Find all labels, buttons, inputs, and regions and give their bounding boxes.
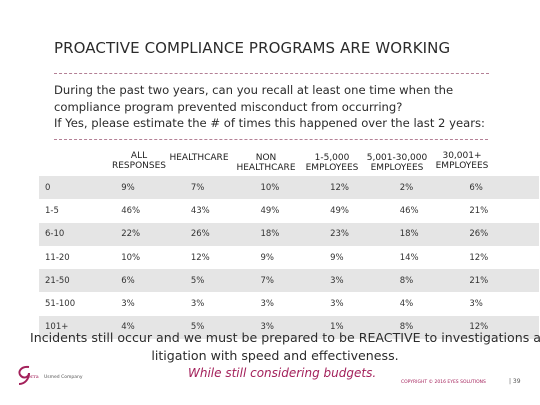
row-label: 6-10 <box>39 222 122 246</box>
col-header-emp3-line2: EMPLOYEES <box>435 161 489 171</box>
table-cell: 9% <box>260 245 331 270</box>
table-row: 11-20 10% 12% 9% 9% 14% 12% <box>39 245 539 270</box>
budget-note: While still considering budgets. <box>188 366 377 380</box>
col-header-all-line2: RESPONSES <box>111 161 166 171</box>
col-header-emp1-line2: EMPLOYEES <box>305 163 359 173</box>
table-cell: 49% <box>330 199 400 223</box>
table-cell: 21% <box>469 199 539 223</box>
col-header-emp2-line1: 5,001-30,000 <box>366 153 428 163</box>
table-cell: 8% <box>399 315 470 340</box>
row-label: 21-50 <box>39 269 122 293</box>
table-cell: 12% <box>330 176 400 200</box>
col-header-1-5000: 1-5,000 EMPLOYEES <box>300 153 364 173</box>
slide-title: PROACTIVE COMPLIANCE PROGRAMS ARE WORKIN… <box>54 39 451 57</box>
col-header-non-line2: HEALTHCARE <box>236 163 296 173</box>
table-cell: 18% <box>399 222 470 246</box>
table-cell: 3% <box>260 292 331 316</box>
col-header-emp3-line1: 30,001+ <box>442 151 482 161</box>
col-header-healthcare: HEALTHCARE <box>166 153 232 163</box>
table-cell: 46% <box>121 199 191 223</box>
table-row: 51-100 3% 3% 3% 3% 4% 3% <box>39 292 539 316</box>
table-cell: 2% <box>399 176 470 200</box>
table-row: 0 9% 7% 10% 12% 2% 6% <box>39 176 539 200</box>
table-cell: 4% <box>121 315 191 340</box>
col-header-all-line1: ALL <box>130 151 148 161</box>
table-row: 1-5 46% 43% 49% 49% 46% 21% <box>39 199 539 223</box>
table-cell: 46% <box>399 199 470 223</box>
table-cell: 12% <box>469 315 539 340</box>
table-row: 21-50 6% 5% 7% 3% 8% 21% <box>39 269 539 293</box>
conclusion-text: Incidents still occur and we must be pre… <box>30 329 540 365</box>
table-cell: 10% <box>260 176 331 200</box>
col-header-non-line1: NON <box>255 153 277 163</box>
row-label: 51-100 <box>39 292 122 316</box>
company-logo-icon: erra <box>18 365 39 385</box>
table-cell: 12% <box>469 245 539 270</box>
table-cell: 3% <box>469 292 539 316</box>
copyright-notice: COPYRIGHT © 2016 EYES SOLUTIONS <box>401 380 486 385</box>
table-cell: 3% <box>330 269 400 293</box>
table-row: 101+ 4% 5% 3% 1% 8% 12% <box>39 315 539 340</box>
col-header-non-healthcare: NON HEALTHCARE <box>234 153 298 173</box>
row-label: 11-20 <box>39 245 122 270</box>
col-header-5001-30000: 5,001-30,000 EMPLOYEES <box>364 153 430 173</box>
table-cell: 9% <box>121 176 191 200</box>
row-label: 1-5 <box>39 199 122 223</box>
col-header-healthcare-line1: HEALTHCARE <box>169 153 229 163</box>
svg-text:erra: erra <box>28 374 39 380</box>
table-cell: 8% <box>399 269 470 293</box>
table-cell: 7% <box>260 269 331 293</box>
table-cell: 14% <box>399 245 470 270</box>
table-cell: 26% <box>469 222 539 246</box>
table-cell: 49% <box>260 199 331 223</box>
table-cell: 22% <box>121 222 191 246</box>
table-cell: 7% <box>190 176 261 200</box>
question-divider <box>54 139 488 140</box>
table-cell: 43% <box>190 199 261 223</box>
col-header-all: ALL RESPONSES <box>111 151 167 171</box>
table-cell: 5% <box>190 315 261 340</box>
table-cell: 3% <box>260 315 331 340</box>
conclusion-line-1: Incidents still occur and we must be pre… <box>30 330 540 345</box>
logo-tagline: Usmed Company <box>44 375 83 380</box>
table-row: 6-10 22% 26% 18% 23% 18% 26% <box>39 222 539 246</box>
col-header-30001-plus: 30,001+ EMPLOYEES <box>430 151 494 171</box>
col-header-emp2-line2: EMPLOYEES <box>370 163 424 173</box>
conclusion-line-2: litigation with speed and effectiveness. <box>151 348 399 363</box>
table-cell: 1% <box>330 315 400 340</box>
table-cell: 6% <box>469 176 539 200</box>
question-line-1: During the past two years, can you recal… <box>54 83 454 97</box>
table-cell: 5% <box>190 269 261 293</box>
row-label: 101+ <box>39 315 122 340</box>
table-cell: 21% <box>469 269 539 293</box>
col-header-emp1-line1: 1-5,000 <box>314 153 350 163</box>
question-line-3: If Yes, please estimate the # of times t… <box>54 116 485 130</box>
survey-question: During the past two years, can you recal… <box>54 82 524 132</box>
table-cell: 12% <box>190 245 261 270</box>
table-cell: 3% <box>121 292 191 316</box>
table-cell: 6% <box>121 269 191 293</box>
results-table: 0 9% 7% 10% 12% 2% 6% 1-5 46% 43% 49% 49% 46% 21% 6-10… <box>39 176 539 340</box>
row-label: 0 <box>39 176 122 200</box>
page-number: | 39 <box>509 378 521 385</box>
table-cell: 3% <box>190 292 261 316</box>
table-cell: 4% <box>399 292 470 316</box>
table-cell: 23% <box>330 222 400 246</box>
table-cell: 26% <box>190 222 261 246</box>
table-cell: 18% <box>260 222 331 246</box>
title-divider <box>54 73 489 74</box>
table-cell: 9% <box>330 245 400 270</box>
table-cell: 10% <box>121 245 191 270</box>
question-line-2: compliance program prevented misconduct … <box>54 99 403 114</box>
table-cell: 3% <box>330 292 400 316</box>
